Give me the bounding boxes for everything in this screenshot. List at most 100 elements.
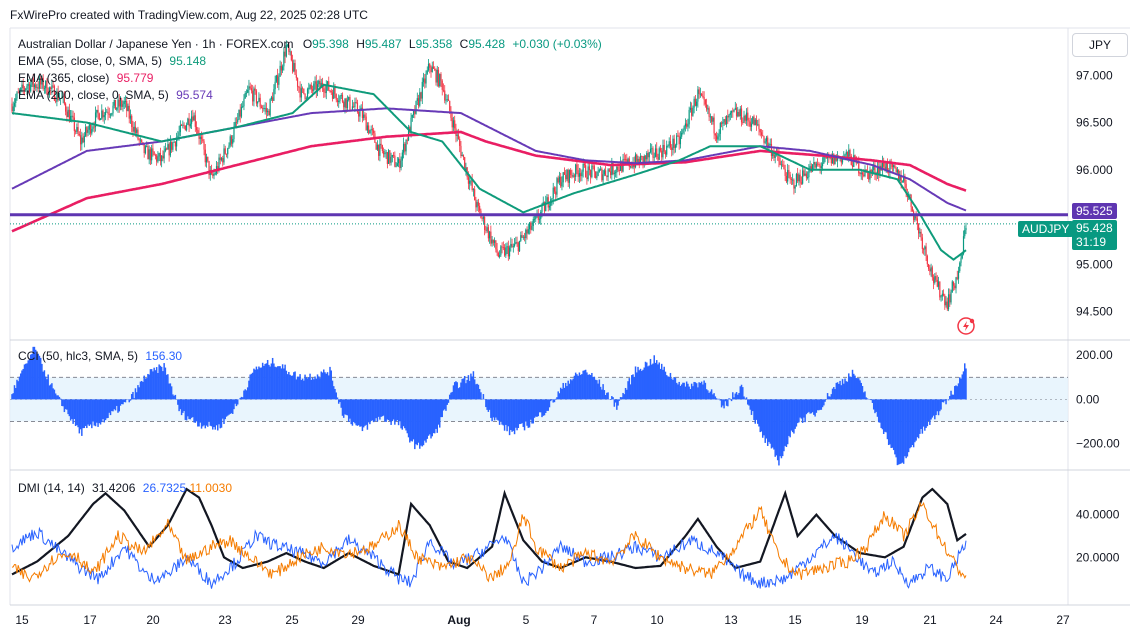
cci-bar xyxy=(919,399,921,434)
bar-countdown: 31:19 xyxy=(1076,235,1107,249)
candle-body xyxy=(274,81,276,90)
candle-body xyxy=(143,144,145,154)
cci-bar xyxy=(324,372,326,400)
candle-body xyxy=(119,100,122,107)
candle-body xyxy=(774,154,776,158)
candle-body xyxy=(420,92,422,99)
cci-bar xyxy=(738,392,740,400)
candle-body xyxy=(450,110,452,118)
candle-body xyxy=(265,108,267,113)
cci-bar xyxy=(349,399,351,419)
cci-bar xyxy=(872,399,875,410)
cci-bar xyxy=(695,383,698,400)
cci-bar xyxy=(660,363,663,400)
cci-bar xyxy=(542,399,544,416)
cci-bar xyxy=(455,381,457,400)
candle-body xyxy=(937,281,940,287)
cci-bar xyxy=(680,384,683,400)
candle-body xyxy=(290,51,292,61)
candle-body xyxy=(921,237,923,249)
cci-bar xyxy=(553,399,556,403)
legend-cci-row[interactable]: CCI (50, hlc3, SMA, 5) 156.30 xyxy=(18,349,182,363)
candle-body xyxy=(651,148,653,150)
candle-body xyxy=(965,227,967,231)
cci-bar xyxy=(799,399,801,418)
cci-bar xyxy=(104,399,107,421)
candle-body xyxy=(280,65,282,71)
cci-bar xyxy=(675,382,678,400)
candle-body xyxy=(520,235,522,241)
dmi-v3: 11.0030 xyxy=(189,481,233,495)
cci-bar xyxy=(334,388,336,400)
cci-bar xyxy=(208,399,210,422)
time-tick-label: 29 xyxy=(351,613,365,627)
candle-body xyxy=(561,182,563,187)
candle-body xyxy=(528,222,531,230)
cci-bar xyxy=(829,396,831,400)
legend-dmi-row[interactable]: DMI (14, 14) 31.4206 26.7325 11.0030 xyxy=(18,481,232,495)
cci-bar xyxy=(56,395,58,400)
candle-body xyxy=(855,156,857,164)
candle-body xyxy=(244,93,246,99)
cci-bar xyxy=(848,373,850,400)
cci-bar xyxy=(102,399,104,419)
cci-bar xyxy=(118,399,120,412)
cci-bar xyxy=(406,399,409,434)
cci-bar xyxy=(261,362,264,400)
candle-body xyxy=(565,174,567,180)
cci-bar xyxy=(526,399,528,426)
cci-bar xyxy=(859,380,861,400)
candle-body xyxy=(851,164,854,167)
candle-body xyxy=(449,100,451,111)
candle-body xyxy=(411,114,413,118)
candle-body xyxy=(27,83,29,86)
candle-body xyxy=(11,103,13,112)
cci-bar xyxy=(180,399,183,416)
candle-body xyxy=(36,87,38,89)
candle-body xyxy=(886,163,889,172)
candle-body xyxy=(820,166,822,168)
candle-body xyxy=(583,164,585,166)
dmi-v2: 26.7325 xyxy=(142,481,187,495)
currency-button[interactable]: JPY xyxy=(1072,33,1128,57)
candle-body xyxy=(17,92,19,94)
cci-bar xyxy=(400,399,402,429)
cci-bar xyxy=(855,378,858,400)
legend-ema55-row[interactable]: EMA (55, close, 0, SMA, 5) 95.148 xyxy=(18,54,206,68)
cci-tick-label: −200.00 xyxy=(1076,437,1120,451)
cci-bar xyxy=(747,399,749,405)
cci-bar xyxy=(875,399,877,412)
cci-bar xyxy=(149,369,152,400)
cci-bar xyxy=(800,399,803,419)
candle-body xyxy=(563,172,566,175)
candle-body xyxy=(52,85,54,87)
candle-body xyxy=(126,100,128,111)
cci-bar xyxy=(93,399,96,426)
candle-body xyxy=(947,294,950,310)
cci-bar xyxy=(538,399,541,413)
cci-bar xyxy=(926,399,929,427)
candle-body xyxy=(157,156,159,162)
candle-body xyxy=(750,123,753,127)
cci-bar xyxy=(470,373,472,400)
candle-body xyxy=(283,51,285,67)
cci-bar xyxy=(270,363,273,400)
cci-bar xyxy=(501,399,503,425)
cci-bar xyxy=(954,386,956,400)
cci-bar xyxy=(79,399,82,430)
cci-bar xyxy=(552,399,554,403)
candle-body xyxy=(103,115,105,118)
cci-bar xyxy=(612,397,614,400)
cci-bar xyxy=(835,382,838,400)
legend-ema365-row[interactable]: EMA (365, close) 95.779 xyxy=(18,71,153,85)
cci-bar xyxy=(340,399,342,408)
candle-body xyxy=(723,119,725,122)
legend-ema200-row[interactable]: EMA (200, close, 0, SMA, 5) 95.574 xyxy=(18,88,213,102)
legend-h-label: H xyxy=(356,37,365,51)
candle-body xyxy=(139,139,142,141)
cci-bar xyxy=(487,399,490,412)
cci-bar xyxy=(320,371,323,400)
cci-bar xyxy=(109,399,112,416)
candle-body xyxy=(661,150,663,158)
